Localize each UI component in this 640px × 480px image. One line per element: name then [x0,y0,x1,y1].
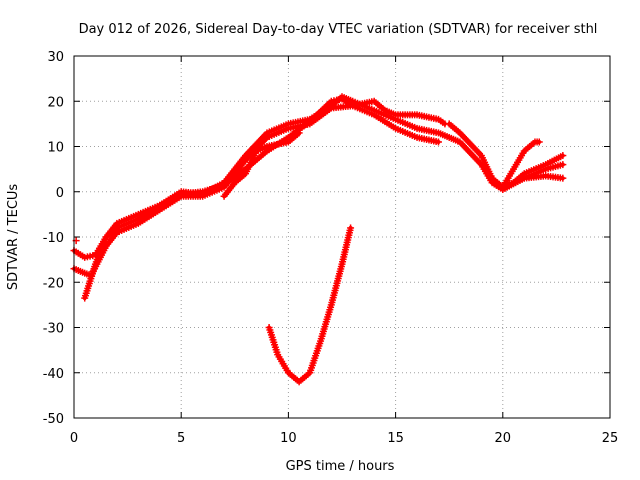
x-tick-label: 20 [495,431,512,446]
data-layer [70,93,567,386]
y-tick-label: 0 [56,186,64,201]
y-axis-title: SDTVAR / TECUs [6,184,21,291]
chart-title: Day 012 of 2026, Sidereal Day-to-day VTE… [79,22,598,37]
data-point-track-h [347,224,355,232]
y-tick-label: -50 [43,412,64,427]
x-tick-label: 10 [280,431,297,446]
ticks: -50 -40 -30 -20 -10 0 10 20 30 0 5 10 15 20 25 [43,50,619,446]
y-tick-label: -10 [43,231,64,246]
y-tick-label: 10 [47,141,64,156]
y-tick-label: -20 [43,276,64,291]
data-point-track-d [295,129,303,137]
data-point-track-b [434,138,442,146]
series-line-track-b [72,103,441,278]
x-tick-label: 5 [177,431,185,446]
y-tick-label: -40 [43,367,64,382]
x-tick-label: 15 [387,431,404,446]
y-tick-label: 20 [47,95,64,110]
x-tick-label: 0 [70,431,78,446]
y-tick-label: 30 [47,50,64,65]
data-point-track-a [559,161,567,169]
data-point-track-f [535,138,543,146]
data-point-track-g [559,152,567,160]
y-tick-label: -30 [43,322,64,337]
grid [74,56,610,418]
data-point-track-e [559,174,567,182]
x-axis-title: GPS time / hours [286,459,395,474]
x-tick-label: 25 [602,431,619,446]
